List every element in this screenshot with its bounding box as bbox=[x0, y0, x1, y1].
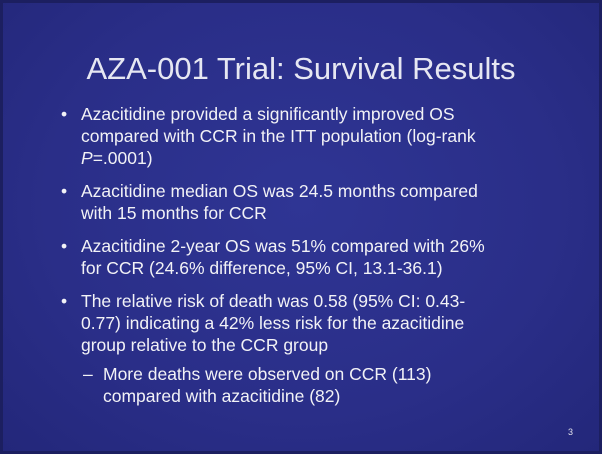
slide-title: AZA-001 Trial: Survival Results bbox=[86, 51, 516, 86]
bullet-line: for CCR (24.6% difference, 95% CI, 13.1-… bbox=[81, 258, 443, 278]
bullet: Azacitidine provided a significantly imp… bbox=[59, 103, 559, 169]
bullet-line: Azacitidine 2-year OS was 51% compared w… bbox=[81, 236, 485, 256]
bullet: The relative risk of death was 0.58 (95%… bbox=[59, 290, 559, 356]
sub-bullet: More deaths were observed on CCR (113)co… bbox=[59, 363, 559, 407]
bullet-line: compared with azacitidine (82) bbox=[103, 386, 341, 406]
text-run: =.0001) bbox=[92, 148, 153, 168]
bullet-line: The relative risk of death was 0.58 (95%… bbox=[81, 291, 466, 311]
page-number: 3 bbox=[567, 427, 573, 437]
bullet-line: with 15 months for CCR bbox=[81, 203, 267, 223]
bullet: Azacitidine median OS was 24.5 months co… bbox=[59, 180, 559, 224]
bullet-line: Azacitidine provided a significantly imp… bbox=[81, 104, 455, 124]
bullet-line: 0.77) indicating a 42% less risk for the… bbox=[81, 313, 465, 333]
bullet: Azacitidine 2-year OS was 51% compared w… bbox=[59, 235, 559, 279]
bullet-list: Azacitidine provided a significantly imp… bbox=[59, 103, 559, 407]
italic-text: P bbox=[81, 148, 93, 168]
bullet-line: Azacitidine median OS was 24.5 months co… bbox=[81, 181, 478, 201]
bullet-line: P=.0001) bbox=[81, 147, 559, 169]
bullet-line: compared with CCR in the ITT population … bbox=[81, 126, 476, 146]
bullet-line: group relative to the CCR group bbox=[81, 335, 329, 355]
bullet-line: More deaths were observed on CCR (113) bbox=[103, 364, 432, 384]
